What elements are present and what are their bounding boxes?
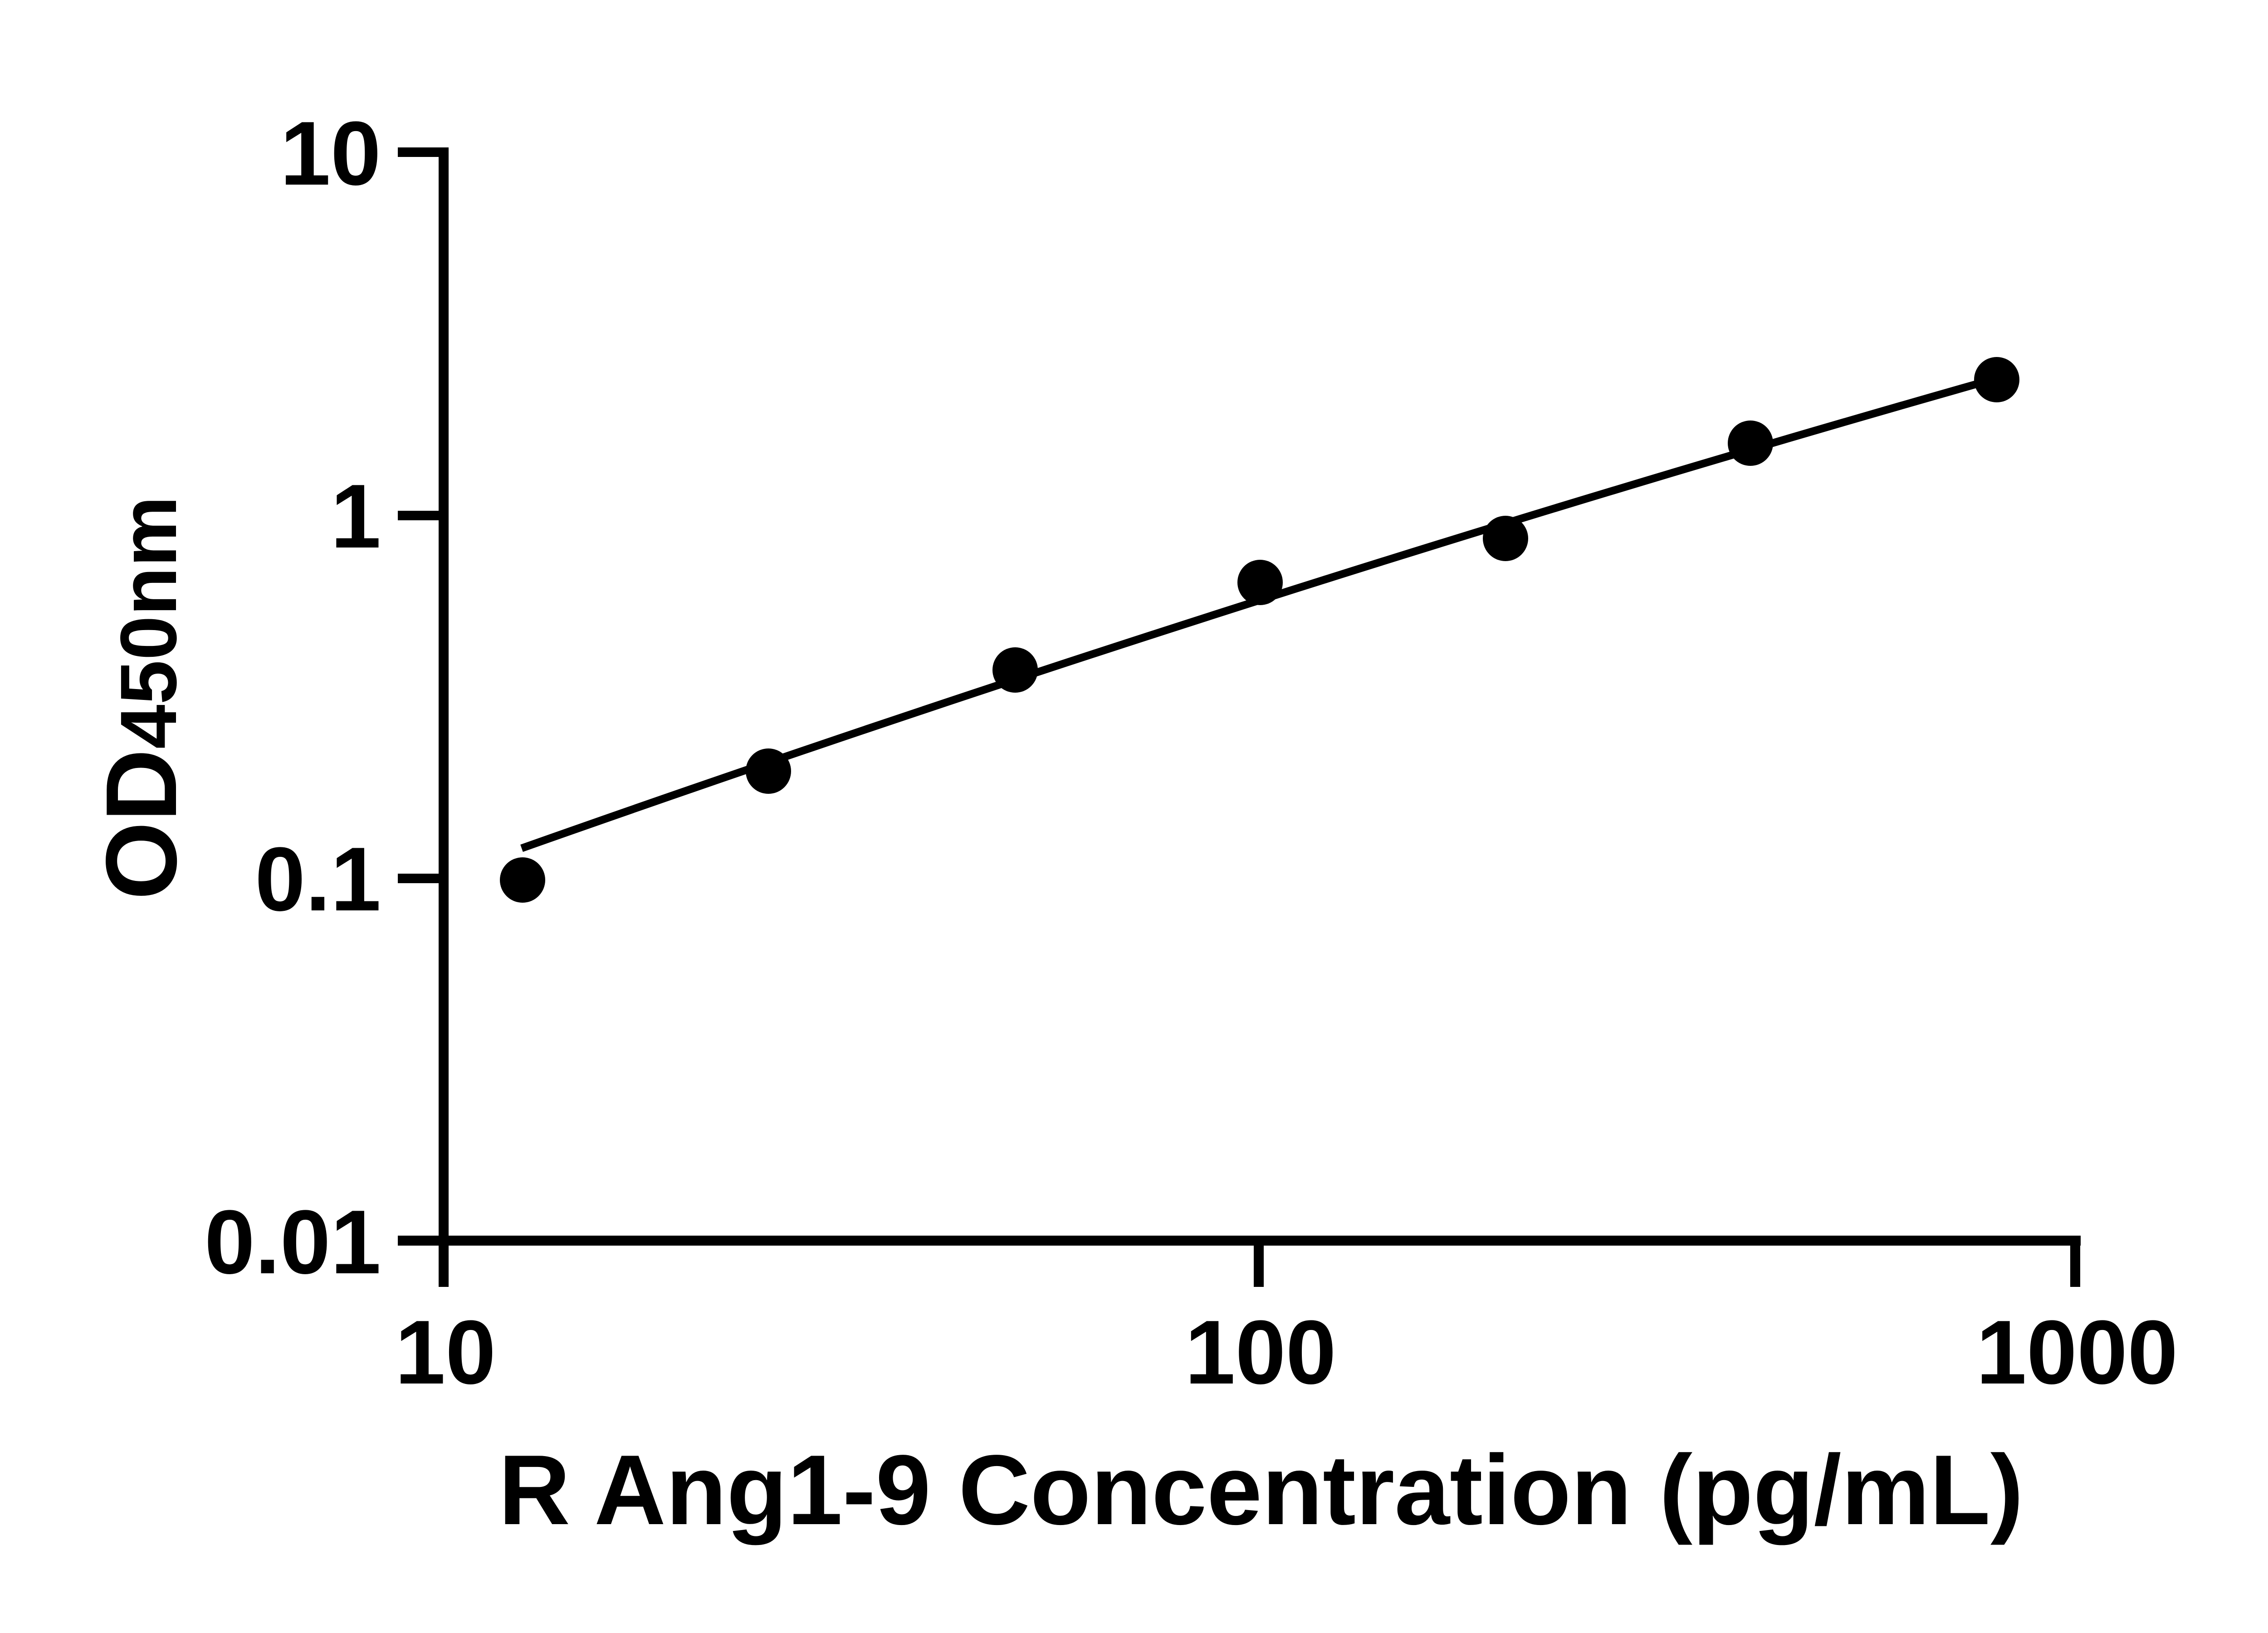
svg-text:0.1: 0.1 [255, 829, 381, 930]
svg-text:OD450nm: OD450nm [85, 496, 198, 900]
svg-text:0.01: 0.01 [205, 1192, 381, 1293]
svg-text:R Ang1-9 Concentration (pg/mL): R Ang1-9 Concentration (pg/mL) [499, 1435, 2024, 1545]
svg-text:100: 100 [1185, 1302, 1336, 1403]
svg-text:10: 10 [280, 103, 381, 204]
svg-text:1: 1 [331, 466, 381, 567]
svg-text:10: 10 [395, 1302, 496, 1403]
svg-text:1000: 1000 [1976, 1302, 2178, 1403]
